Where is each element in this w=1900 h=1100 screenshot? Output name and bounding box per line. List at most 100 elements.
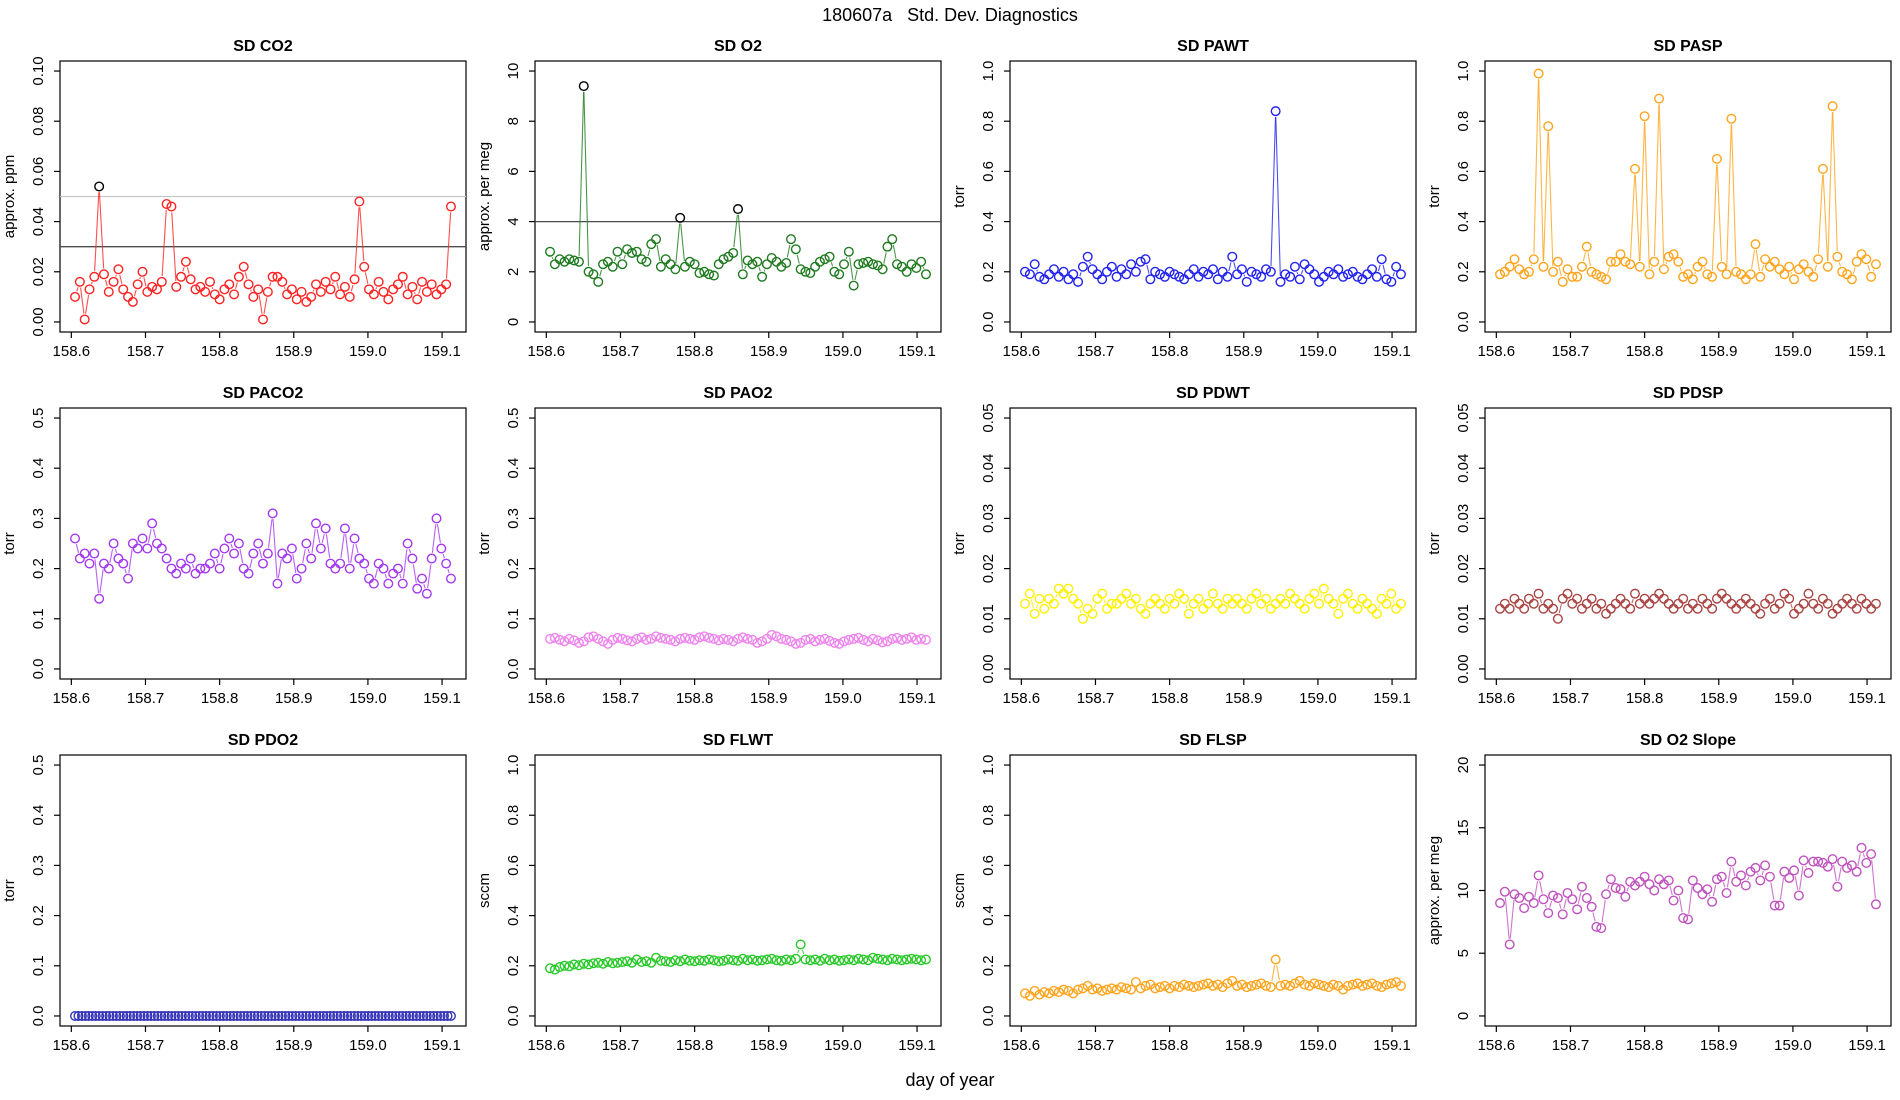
svg-text:158.7: 158.7	[1077, 690, 1115, 707]
svg-text:159.1: 159.1	[898, 343, 936, 360]
svg-text:0.8: 0.8	[980, 805, 997, 826]
svg-text:20: 20	[1455, 757, 1472, 774]
svg-text:0.8: 0.8	[1455, 111, 1472, 132]
svg-text:159.1: 159.1	[1848, 690, 1886, 707]
panel-sd-o2-slope: 158.6 158.7 158.8 158.9 159.0 159.1 0 5 10 15 20 ap…	[1425, 725, 1900, 1072]
svg-text:SD PACO2: SD PACO2	[223, 385, 304, 402]
svg-text:torr: torr	[951, 185, 968, 208]
svg-text:0.0: 0.0	[980, 312, 997, 333]
svg-text:158.6: 158.6	[53, 690, 91, 707]
svg-text:158.6: 158.6	[1003, 1037, 1041, 1054]
svg-text:0.01: 0.01	[1455, 604, 1472, 633]
svg-text:158.8: 158.8	[1626, 343, 1664, 360]
svg-text:158.9: 158.9	[275, 343, 313, 360]
svg-text:1.0: 1.0	[980, 755, 997, 776]
svg-text:0.0: 0.0	[505, 659, 522, 680]
panel-sd-paco2: 158.6 158.7 158.8 158.9 159.0 159.1 0.0 0.1 0.2 0…	[0, 378, 475, 725]
x-axis-label: day of year	[905, 1070, 995, 1090]
svg-text:159.0: 159.0	[824, 343, 862, 360]
svg-text:sccm: sccm	[951, 873, 968, 908]
svg-text:0.5: 0.5	[30, 755, 47, 776]
svg-text:158.7: 158.7	[127, 690, 165, 707]
svg-text:0.0: 0.0	[505, 1006, 522, 1027]
svg-text:158.8: 158.8	[201, 1037, 239, 1054]
svg-text:0.01: 0.01	[980, 604, 997, 633]
panel-sd-pao2: 158.6 158.7 158.8 158.9 159.0 159.1 0.0 0.1 0.2 0…	[475, 378, 950, 725]
svg-text:159.0: 159.0	[1774, 343, 1812, 360]
svg-text:159.0: 159.0	[1299, 343, 1337, 360]
svg-text:158.8: 158.8	[1151, 1037, 1189, 1054]
svg-text:158.7: 158.7	[602, 343, 640, 360]
svg-text:0.10: 0.10	[30, 56, 47, 85]
svg-text:0.04: 0.04	[30, 207, 47, 236]
panel-sd-flwt: 158.6 158.7 158.8 158.9 159.0 159.1 0.0 0.2 0.4 0…	[475, 725, 950, 1072]
svg-text:159.0: 159.0	[824, 1037, 862, 1054]
svg-text:SD PASP: SD PASP	[1653, 38, 1722, 55]
svg-text:158.6: 158.6	[528, 343, 566, 360]
svg-text:158.9: 158.9	[275, 690, 313, 707]
svg-text:0.1: 0.1	[30, 955, 47, 976]
svg-text:158.8: 158.8	[1151, 690, 1189, 707]
svg-text:SD PDWT: SD PDWT	[1176, 385, 1250, 402]
svg-text:1.0: 1.0	[1455, 61, 1472, 82]
svg-text:0: 0	[1455, 1012, 1472, 1020]
svg-text:SD PAO2: SD PAO2	[703, 385, 772, 402]
svg-text:158.9: 158.9	[1700, 1037, 1738, 1054]
svg-text:159.0: 159.0	[349, 690, 387, 707]
svg-text:158.8: 158.8	[676, 690, 714, 707]
svg-text:torr: torr	[1426, 185, 1443, 208]
svg-text:0: 0	[505, 318, 522, 326]
svg-text:0.00: 0.00	[980, 654, 997, 683]
svg-text:0.6: 0.6	[505, 855, 522, 876]
svg-text:159.0: 159.0	[824, 690, 862, 707]
panel-sd-pasp: 158.6 158.7 158.8 158.9 159.0 159.1 0.0 0.2 0.4 0…	[1425, 31, 1900, 378]
svg-text:158.9: 158.9	[1225, 690, 1263, 707]
svg-text:159.1: 159.1	[898, 1037, 936, 1054]
svg-text:158.8: 158.8	[1151, 343, 1189, 360]
svg-text:0.8: 0.8	[980, 111, 997, 132]
svg-text:0.02: 0.02	[980, 554, 997, 583]
panel-sd-o2: 158.6 158.7 158.8 158.9 159.0 159.1 0 2 4 6 8 10 app…	[475, 31, 950, 378]
svg-text:159.1: 159.1	[423, 690, 461, 707]
svg-text:158.7: 158.7	[1552, 1037, 1590, 1054]
svg-text:158.7: 158.7	[1077, 343, 1115, 360]
svg-text:158.9: 158.9	[750, 690, 788, 707]
svg-text:0.4: 0.4	[30, 458, 47, 479]
svg-text:0.6: 0.6	[980, 855, 997, 876]
svg-text:SD PDO2: SD PDO2	[228, 732, 298, 749]
svg-text:158.7: 158.7	[602, 690, 640, 707]
figure-title: 180607a Std. Dev. Diagnostics	[822, 5, 1078, 25]
svg-text:158.9: 158.9	[275, 1037, 313, 1054]
svg-text:0.2: 0.2	[980, 261, 997, 282]
svg-text:158.7: 158.7	[127, 1037, 165, 1054]
svg-text:0.04: 0.04	[1455, 454, 1472, 483]
svg-text:158.6: 158.6	[1003, 690, 1041, 707]
svg-text:0.2: 0.2	[505, 558, 522, 579]
svg-text:158.6: 158.6	[53, 1037, 91, 1054]
svg-text:0.4: 0.4	[505, 458, 522, 479]
svg-text:torr: torr	[951, 532, 968, 555]
svg-text:159.0: 159.0	[1774, 690, 1812, 707]
svg-text:158.7: 158.7	[1552, 690, 1590, 707]
svg-text:0.4: 0.4	[1455, 211, 1472, 232]
svg-text:158.7: 158.7	[1552, 343, 1590, 360]
svg-text:0.3: 0.3	[505, 508, 522, 529]
svg-text:158.8: 158.8	[1626, 1037, 1664, 1054]
svg-text:0.03: 0.03	[980, 504, 997, 533]
svg-text:158.7: 158.7	[602, 1037, 640, 1054]
svg-text:158.6: 158.6	[1478, 1037, 1516, 1054]
panel-sd-pdwt: 158.6 158.7 158.8 158.9 159.0 159.1 0.00 0.01 0.…	[950, 378, 1425, 725]
svg-text:159.1: 159.1	[1373, 343, 1411, 360]
svg-text:158.8: 158.8	[676, 1037, 714, 1054]
svg-text:SD O2 Slope: SD O2 Slope	[1640, 732, 1736, 749]
svg-text:0.2: 0.2	[30, 558, 47, 579]
svg-text:158.9: 158.9	[750, 1037, 788, 1054]
svg-text:0.4: 0.4	[980, 211, 997, 232]
svg-text:0.03: 0.03	[1455, 504, 1472, 533]
svg-text:158.9: 158.9	[750, 343, 788, 360]
svg-text:159.0: 159.0	[1299, 1037, 1337, 1054]
svg-text:158.6: 158.6	[53, 343, 91, 360]
svg-text:158.6: 158.6	[1478, 690, 1516, 707]
svg-text:15: 15	[1455, 819, 1472, 836]
svg-text:159.1: 159.1	[1848, 1037, 1886, 1054]
